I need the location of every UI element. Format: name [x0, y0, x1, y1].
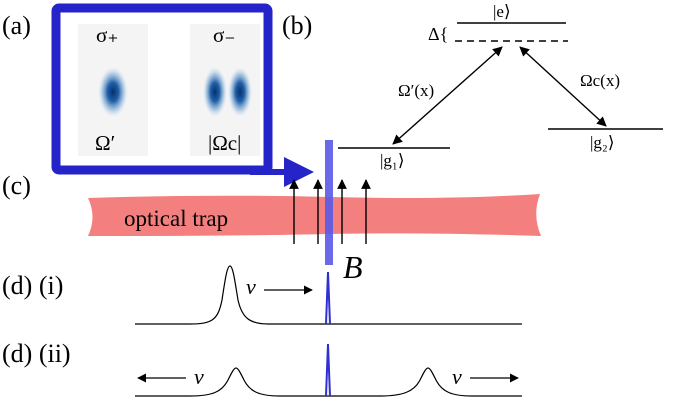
velocity-label-ii-right: v: [452, 364, 462, 389]
panel-c-label: (c): [2, 171, 31, 200]
wavepacket-profile-i: [135, 265, 522, 325]
control-coupling-arrow: [519, 46, 607, 127]
omega-prime-label: Ω′: [95, 131, 115, 155]
panel-a-label: (a): [2, 11, 31, 40]
optical-trap-label: optical trap: [124, 206, 228, 231]
level-g1-label: |g₁⟩: [380, 151, 404, 170]
sigma-minus-label: σ₋: [213, 23, 235, 47]
control-beam-sheet: [325, 140, 333, 265]
probe-coupling-label: Ω′(x): [398, 81, 434, 100]
omega-c-label: |Ωc|: [208, 131, 241, 155]
detuning-label: Δ{: [428, 24, 448, 44]
omega-c-beam-lobe-right: [227, 65, 253, 119]
panel-b-label: (b): [282, 11, 312, 40]
velocity-label-i: v: [246, 274, 256, 299]
magnetic-field-arrows: [289, 179, 371, 244]
level-g2-label: |g₂⟩: [590, 133, 614, 152]
omega-prime-beam-spot: [97, 65, 129, 119]
panel-d-ii-label: (d) (ii): [2, 339, 71, 368]
magnetic-field-label: B: [343, 249, 363, 285]
level-diagram: |e⟩ Δ{ |g₁⟩ |g₂⟩ Ω′(x) Ωc(x): [338, 2, 663, 170]
control-spike-i: [325, 271, 331, 325]
panel-a-frame: σ₊ σ₋ Ω′ |Ωc|: [51, 3, 273, 175]
omega-c-beam-lobe-left: [202, 65, 228, 119]
level-e-label: |e⟩: [493, 2, 511, 21]
probe-coupling-arrow: [392, 46, 503, 145]
velocity-label-ii-left: v: [194, 364, 204, 389]
optical-trap-band: [88, 194, 541, 236]
sigma-plus-label: σ₊: [96, 23, 118, 47]
panel-d-i-label: (d) (i): [2, 271, 63, 300]
control-coupling-label: Ωc(x): [580, 71, 620, 90]
control-spike-ii: [325, 343, 331, 397]
